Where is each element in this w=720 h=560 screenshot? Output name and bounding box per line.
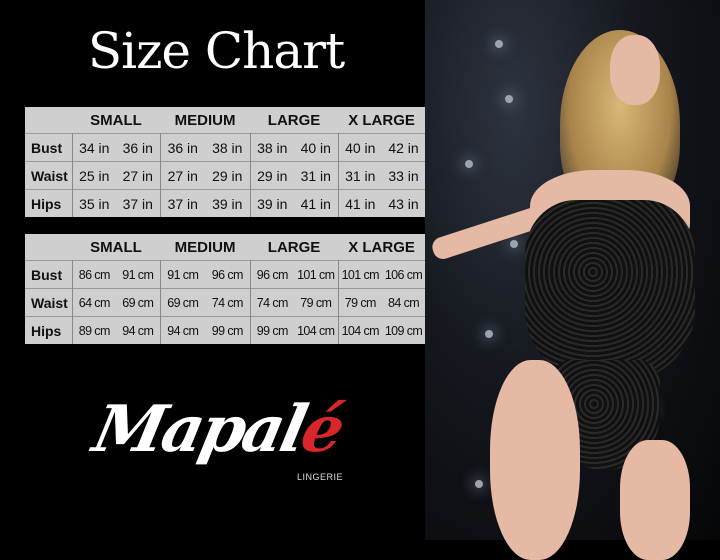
measure-label: Hips [25,316,73,344]
measure-value: 101 cm [294,260,339,289]
measure-value: 69 cm [116,288,161,317]
table-row: Hips 89 cm 94 cm 94 cm 99 cm 99 cm 104 cm 104 c… [25,316,426,344]
header-row: SMALL MEDIUM LARGE X LARGE [25,107,425,134]
table-row: Hips 35 in 37 in 37 in 39 in 39 in 41 in 41 in 4… [25,189,426,217]
measure-value: 106 cm [382,260,426,289]
size-table-inches: SMALL MEDIUM LARGE X LARGE Bust 34 in 36 in 36 … [25,107,426,217]
brand-subtitle: LINGERIE [297,472,344,482]
measure-value: 79 cm [294,288,339,317]
measure-value: 94 cm [116,316,161,344]
measure-value: 38 in [250,133,295,162]
measure-value: 104 cm [338,316,383,344]
measure-value: 36 in [116,133,161,162]
measure-value: 27 in [160,161,206,190]
size-header: LARGE [267,238,321,256]
measure-value: 99 cm [250,316,295,344]
measure-value: 29 in [250,161,295,190]
measure-value: 37 in [116,189,161,217]
measure-value: 34 in [72,133,116,162]
measure-value: 64 cm [72,288,116,317]
tuft-button [510,240,518,248]
size-header: SMALL [90,111,142,129]
model-figure [429,20,700,560]
measure-value: 86 cm [72,260,116,289]
measure-value: 38 in [205,133,251,162]
measure-value: 74 cm [205,288,251,317]
measure-value: 33 in [382,161,426,190]
measure-value: 27 in [116,161,161,190]
measure-label: Hips [25,189,73,217]
measure-value: 39 in [205,189,251,217]
measure-value: 42 in [382,133,426,162]
measure-value: 41 in [338,189,383,217]
measure-value: 94 cm [160,316,206,344]
measure-value: 41 in [294,189,339,217]
size-table-cm: SMALL MEDIUM LARGE X LARGE Bust 86 cm 91 cm 91 … [25,234,426,344]
measure-value: 31 in [338,161,383,190]
brand-logo: Mapalé [87,392,349,467]
measure-value: 35 in [72,189,116,217]
measure-value: 91 cm [116,260,161,289]
size-header: LARGE [267,111,321,129]
measure-label: Bust [25,133,73,162]
measure-value: 31 in [294,161,339,190]
measure-value: 96 cm [250,260,295,289]
table-row: Bust 86 cm 91 cm 91 cm 96 cm 96 cm 101 cm 101 c… [25,260,426,289]
table-row: Waist 64 cm 69 cm 69 cm 74 cm 74 cm 79 cm 79 cm… [25,288,426,317]
measure-value: 79 cm [338,288,383,317]
measure-value: 25 in [72,161,116,190]
size-header: MEDIUM [174,111,236,129]
size-header: SMALL [90,238,142,256]
measure-value: 69 cm [160,288,206,317]
measure-value: 91 cm [160,260,206,289]
measure-value: 104 cm [294,316,339,344]
measure-value: 36 in [160,133,206,162]
measure-value: 37 in [160,189,206,217]
page-title: Size Chart [87,22,345,80]
measure-label: Waist [25,161,73,190]
measure-value: 99 cm [205,316,251,344]
measure-value: 96 cm [205,260,251,289]
size-header: X LARGE [348,111,415,129]
measure-value: 84 cm [382,288,426,317]
table-row: Waist 25 in 27 in 27 in 29 in 29 in 31 in 31 in… [25,161,426,190]
measure-value: 89 cm [72,316,116,344]
size-header: MEDIUM [174,238,236,256]
measure-label: Bust [25,260,73,289]
measure-value: 109 cm [382,316,426,344]
measure-value: 40 in [294,133,339,162]
measure-value: 101 cm [338,260,383,289]
measure-label: Waist [25,288,73,317]
measure-value: 39 in [250,189,295,217]
table-row: Bust 34 in 36 in 36 in 38 in 38 in 40 in 40 in 4… [25,133,426,162]
measure-value: 40 in [338,133,383,162]
tuft-button [465,160,473,168]
measure-value: 29 in [205,161,251,190]
measure-value: 43 in [382,189,426,217]
tuft-button [485,330,493,338]
measure-value: 74 cm [250,288,295,317]
tuft-button [505,95,513,103]
tuft-button [495,40,503,48]
size-header: X LARGE [348,238,415,256]
header-row: SMALL MEDIUM LARGE X LARGE [25,234,425,261]
tuft-button [475,480,483,488]
